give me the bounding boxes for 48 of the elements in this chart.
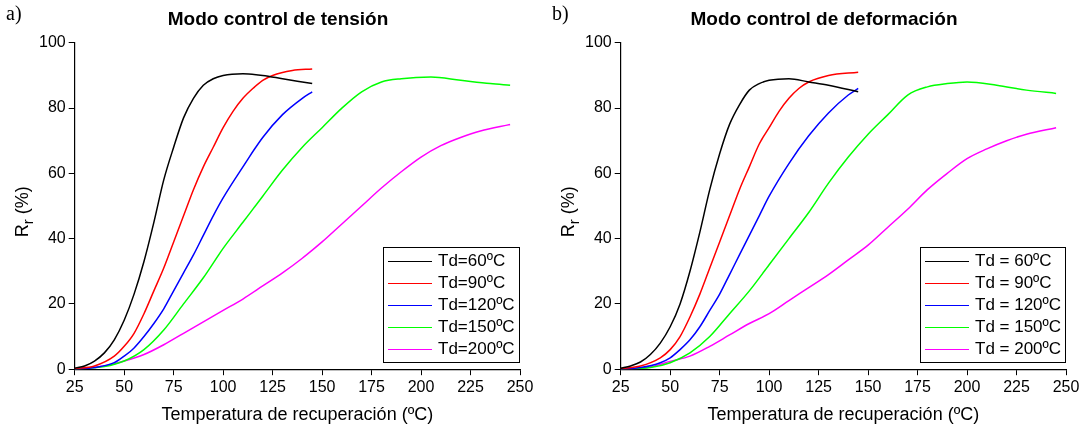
x-tick-label: 50 xyxy=(115,378,134,396)
y-tick-label: 40 xyxy=(593,229,612,247)
x-tick-label: 50 xyxy=(661,378,680,396)
legend-label: Td=120ºC xyxy=(438,294,515,317)
text: b) xyxy=(552,2,569,25)
x-tick-label: 250 xyxy=(506,378,534,396)
x-tick-label: 75 xyxy=(164,378,183,396)
x-tick-label: 150 xyxy=(854,378,882,396)
x-tick-label: 225 xyxy=(457,378,484,396)
legend-label: Td = 120ºC xyxy=(975,294,1062,317)
legend-label: Td = 60ºC xyxy=(975,250,1052,273)
legend-label: Td=200ºC xyxy=(438,338,515,361)
y-tick-label: 80 xyxy=(593,98,612,116)
legend-label: Td=90ºC xyxy=(438,272,506,295)
y-tick-label: 60 xyxy=(593,163,612,181)
y-tick-label: 100 xyxy=(584,33,612,51)
x-tick-label: 200 xyxy=(953,378,981,396)
x-tick-label: 125 xyxy=(259,378,287,396)
y-tick-label: 0 xyxy=(602,359,612,377)
y-tick-label: 60 xyxy=(47,163,66,181)
x-tick-label: 25 xyxy=(65,378,84,396)
legend-label: Td=150ºC xyxy=(438,316,515,339)
x-tick-label: 175 xyxy=(358,378,386,396)
x-tick-label: 25 xyxy=(611,378,630,396)
x-axis-title: Temperatura de recuperación (ºC) xyxy=(161,404,434,425)
legend-label: Td=60ºC xyxy=(438,250,506,273)
chart-title: Modo control de deformación xyxy=(690,7,958,29)
x-tick-label: 225 xyxy=(1003,378,1030,396)
legend-label: Td = 90ºC xyxy=(975,272,1052,295)
y-tick-label: 0 xyxy=(56,359,66,377)
x-tick-label: 75 xyxy=(710,378,729,396)
y-tick-label: 100 xyxy=(38,33,66,51)
y-tick-label: 20 xyxy=(593,294,612,312)
x-tick-label: 200 xyxy=(407,378,435,396)
text: a) xyxy=(6,2,22,25)
legend-label: Td = 200ºC xyxy=(975,338,1062,361)
chart-title: Modo control de tensión xyxy=(167,7,389,29)
x-tick-label: 125 xyxy=(805,378,833,396)
x-tick-label: 150 xyxy=(308,378,336,396)
x-tick-label: 250 xyxy=(1052,378,1080,396)
x-tick-label: 100 xyxy=(755,378,783,396)
legend-label: Td = 150ºC xyxy=(975,316,1062,339)
x-tick-label: 175 xyxy=(904,378,932,396)
y-tick-label: 20 xyxy=(47,294,66,312)
y-tick-label: 40 xyxy=(47,229,66,247)
y-tick-label: 80 xyxy=(47,98,66,116)
x-tick-label: 100 xyxy=(209,378,237,396)
x-axis-title: Temperatura de recuperación (ºC) xyxy=(707,404,980,425)
